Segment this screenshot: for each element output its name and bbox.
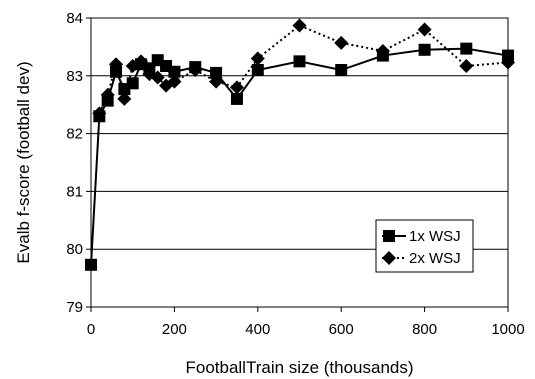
data-point: [168, 65, 181, 78]
y-tick-label: 82: [66, 126, 83, 143]
data-point: [459, 58, 474, 73]
legend-marker: [383, 230, 395, 242]
data-point: [418, 43, 431, 56]
data-point: [117, 91, 132, 106]
data-point: [100, 87, 115, 102]
data-point: [209, 74, 224, 89]
series-2: [92, 18, 515, 121]
data-point: [334, 35, 349, 50]
legend-label: 2x WSJ: [409, 250, 461, 267]
y-tick-label: 80: [66, 241, 83, 258]
x-tick-label: 1000: [491, 321, 524, 338]
data-point: [335, 64, 348, 77]
legend-marker: [382, 251, 396, 265]
y-tick-label: 84: [66, 10, 83, 27]
legend-box: [375, 219, 474, 273]
y-axis-label: Evalb f-score (football dev): [14, 61, 33, 263]
data-point: [210, 66, 223, 79]
data-point: [250, 51, 265, 66]
data-point: [251, 64, 264, 77]
data-point: [460, 42, 473, 55]
data-point: [167, 74, 182, 89]
plot-frame: [90, 17, 509, 308]
x-tick-label: 600: [329, 321, 354, 338]
legend-label: 1x WSJ: [409, 228, 461, 245]
x-tick-label: 400: [245, 321, 270, 338]
x-tick-label: 0: [87, 321, 95, 338]
data-point: [230, 92, 243, 105]
data-point: [417, 22, 432, 37]
data-point: [188, 63, 203, 78]
x-tick-label: 200: [162, 321, 187, 338]
data-point: [134, 54, 149, 69]
data-point: [229, 80, 244, 95]
y-tick-label: 81: [66, 183, 83, 200]
data-point: [92, 106, 107, 121]
data-point: [375, 43, 390, 58]
data-point: [292, 18, 307, 33]
axis-ticks: 79 80 81 82 83 84 0 200 400 600 800 1000: [66, 10, 524, 338]
data-point: [126, 77, 139, 90]
x-axis-label: FootballTrain size (thousands): [185, 358, 413, 377]
series-line: [98, 24, 509, 114]
x-tick-label: 800: [412, 321, 437, 338]
y-tick-label: 83: [66, 68, 83, 85]
data-point: [150, 70, 165, 85]
data-point: [109, 57, 124, 72]
data-point: [293, 55, 306, 68]
legend: 1x WSJ 2x WSJ: [375, 219, 474, 273]
y-tick-label: 79: [66, 299, 83, 316]
